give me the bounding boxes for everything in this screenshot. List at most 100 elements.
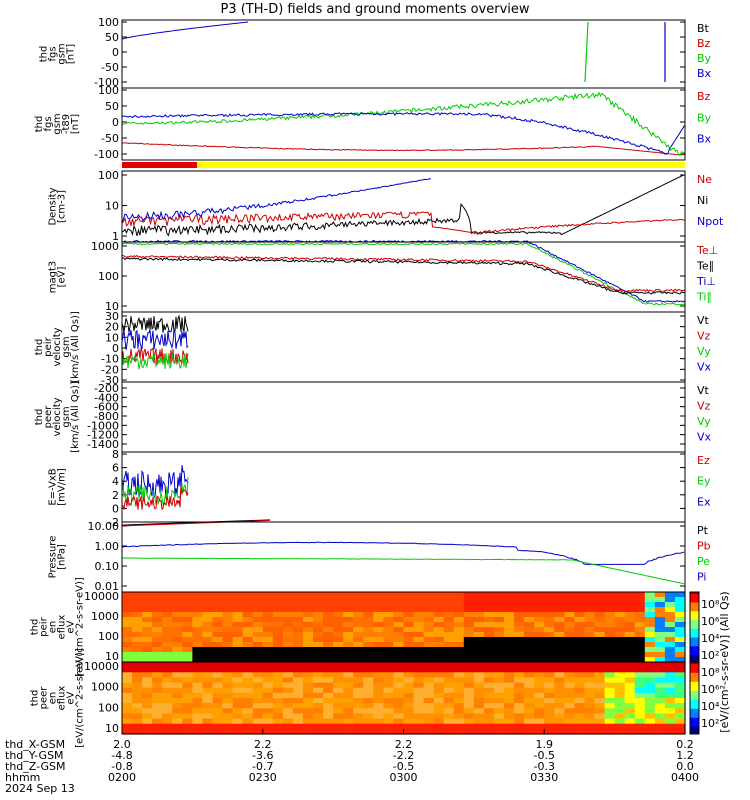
spectro-cell [303,602,314,608]
spectro-cell [463,652,475,658]
spectro-cell [584,642,596,648]
spectro-cell [634,718,646,725]
spectro-cell [463,632,475,638]
spectro-cell [463,718,475,725]
spectro-cell [282,657,294,663]
y-tick-label: 1 [112,230,119,243]
spectro-cell [504,708,515,714]
spectro-cell [272,622,284,628]
spectro-cell [423,682,435,689]
spectro-cell [574,728,586,735]
spectro-cell [403,708,415,714]
spectro-cell [463,672,475,678]
spectro-cell [393,672,405,678]
spectro-cell [303,592,314,598]
colorbar-segment [690,671,699,674]
spectro-cell [443,728,455,735]
series-ez [121,486,189,511]
spectro-cell [292,677,304,684]
spectro-cell [343,597,354,603]
spectro-cell [463,617,475,623]
spectro-cell [674,632,686,638]
spectro-cell [453,672,465,678]
spectro-cell [272,703,284,709]
x-tick-label: -3.6 [252,749,273,762]
spectro-cell [644,662,656,668]
spectro-cell [413,652,425,658]
spectro-cell [634,708,646,714]
spectro-cell [433,713,445,720]
spectro-cell [554,627,565,633]
spectro-cell [604,703,616,709]
spectro-cell [473,723,485,730]
spectro-cell [222,687,234,694]
spectro-cell [152,667,163,673]
spectro-cell [142,607,153,613]
spectro-cell [353,687,364,694]
spectro-cell [182,708,193,714]
spectro-cell [483,627,495,633]
spectro-cell [192,617,204,623]
spectro-cell [252,592,264,598]
spectro-cell [534,667,545,673]
spectro-cell [172,637,183,643]
colorbar-segment [690,614,699,617]
spectro-cell [554,622,565,628]
spectro-cell [644,602,656,608]
spectro-cell [413,703,425,709]
spectro-cell [564,607,576,613]
spectro-cell [594,652,606,658]
spectro-cell [222,657,234,663]
spectro-cell [574,642,586,648]
spectro-cell [644,677,656,684]
colorbar-segment [690,663,699,667]
spectro-cell [363,682,374,689]
spectro-cell [624,617,636,623]
spectro-cell [483,612,495,618]
spectro-cell [604,632,616,638]
spectro-cell [393,657,405,663]
spectro-cell [172,713,183,720]
spectro-cell [182,617,193,623]
x-tick-label: 2.2 [254,738,272,751]
spectro-cell [343,713,354,720]
spectro-cell [664,642,676,648]
y-axis-label: eV [66,691,77,704]
spectro-cell [122,692,133,699]
spectro-cell [564,682,576,689]
spectro-cell [353,602,364,608]
spectro-cell [292,728,304,735]
spectro-cell [202,597,214,603]
spectro-cell [674,708,686,714]
spectro-cell [212,652,224,658]
spectro-cell [262,612,274,618]
spectro-cell [544,617,555,623]
y-axis-label: magt3 [48,261,59,294]
spectro-cell [142,657,153,663]
spectro-cell [614,602,626,608]
y-axis-label: Pressure [48,536,59,579]
spectro-cell [132,647,143,653]
spectro-cell [303,698,314,704]
spectro-cell [252,713,264,720]
spectro-cell [383,687,395,694]
spectro-cell [514,723,525,730]
spectro-cell [282,687,294,694]
y-tick-label: -1000 [87,419,119,432]
spectro-cell [614,632,626,638]
spectro-cell [172,617,183,623]
spectro-cell [162,597,173,603]
spectro-cell [483,672,495,678]
spectro-cell [644,667,656,673]
spectro-cell [212,642,224,648]
legend-entry: Bt [697,22,710,35]
y-tick-label: 4 [112,475,119,488]
spectro-cell [534,723,545,730]
y-axis-label: [eV] [57,267,68,288]
spectro-cell [292,713,304,720]
spectro-cell [373,607,384,613]
spectro-cell [544,708,555,714]
spectro-cell [333,723,344,730]
spectro-cell [514,662,525,668]
spectro-cell [373,652,384,658]
